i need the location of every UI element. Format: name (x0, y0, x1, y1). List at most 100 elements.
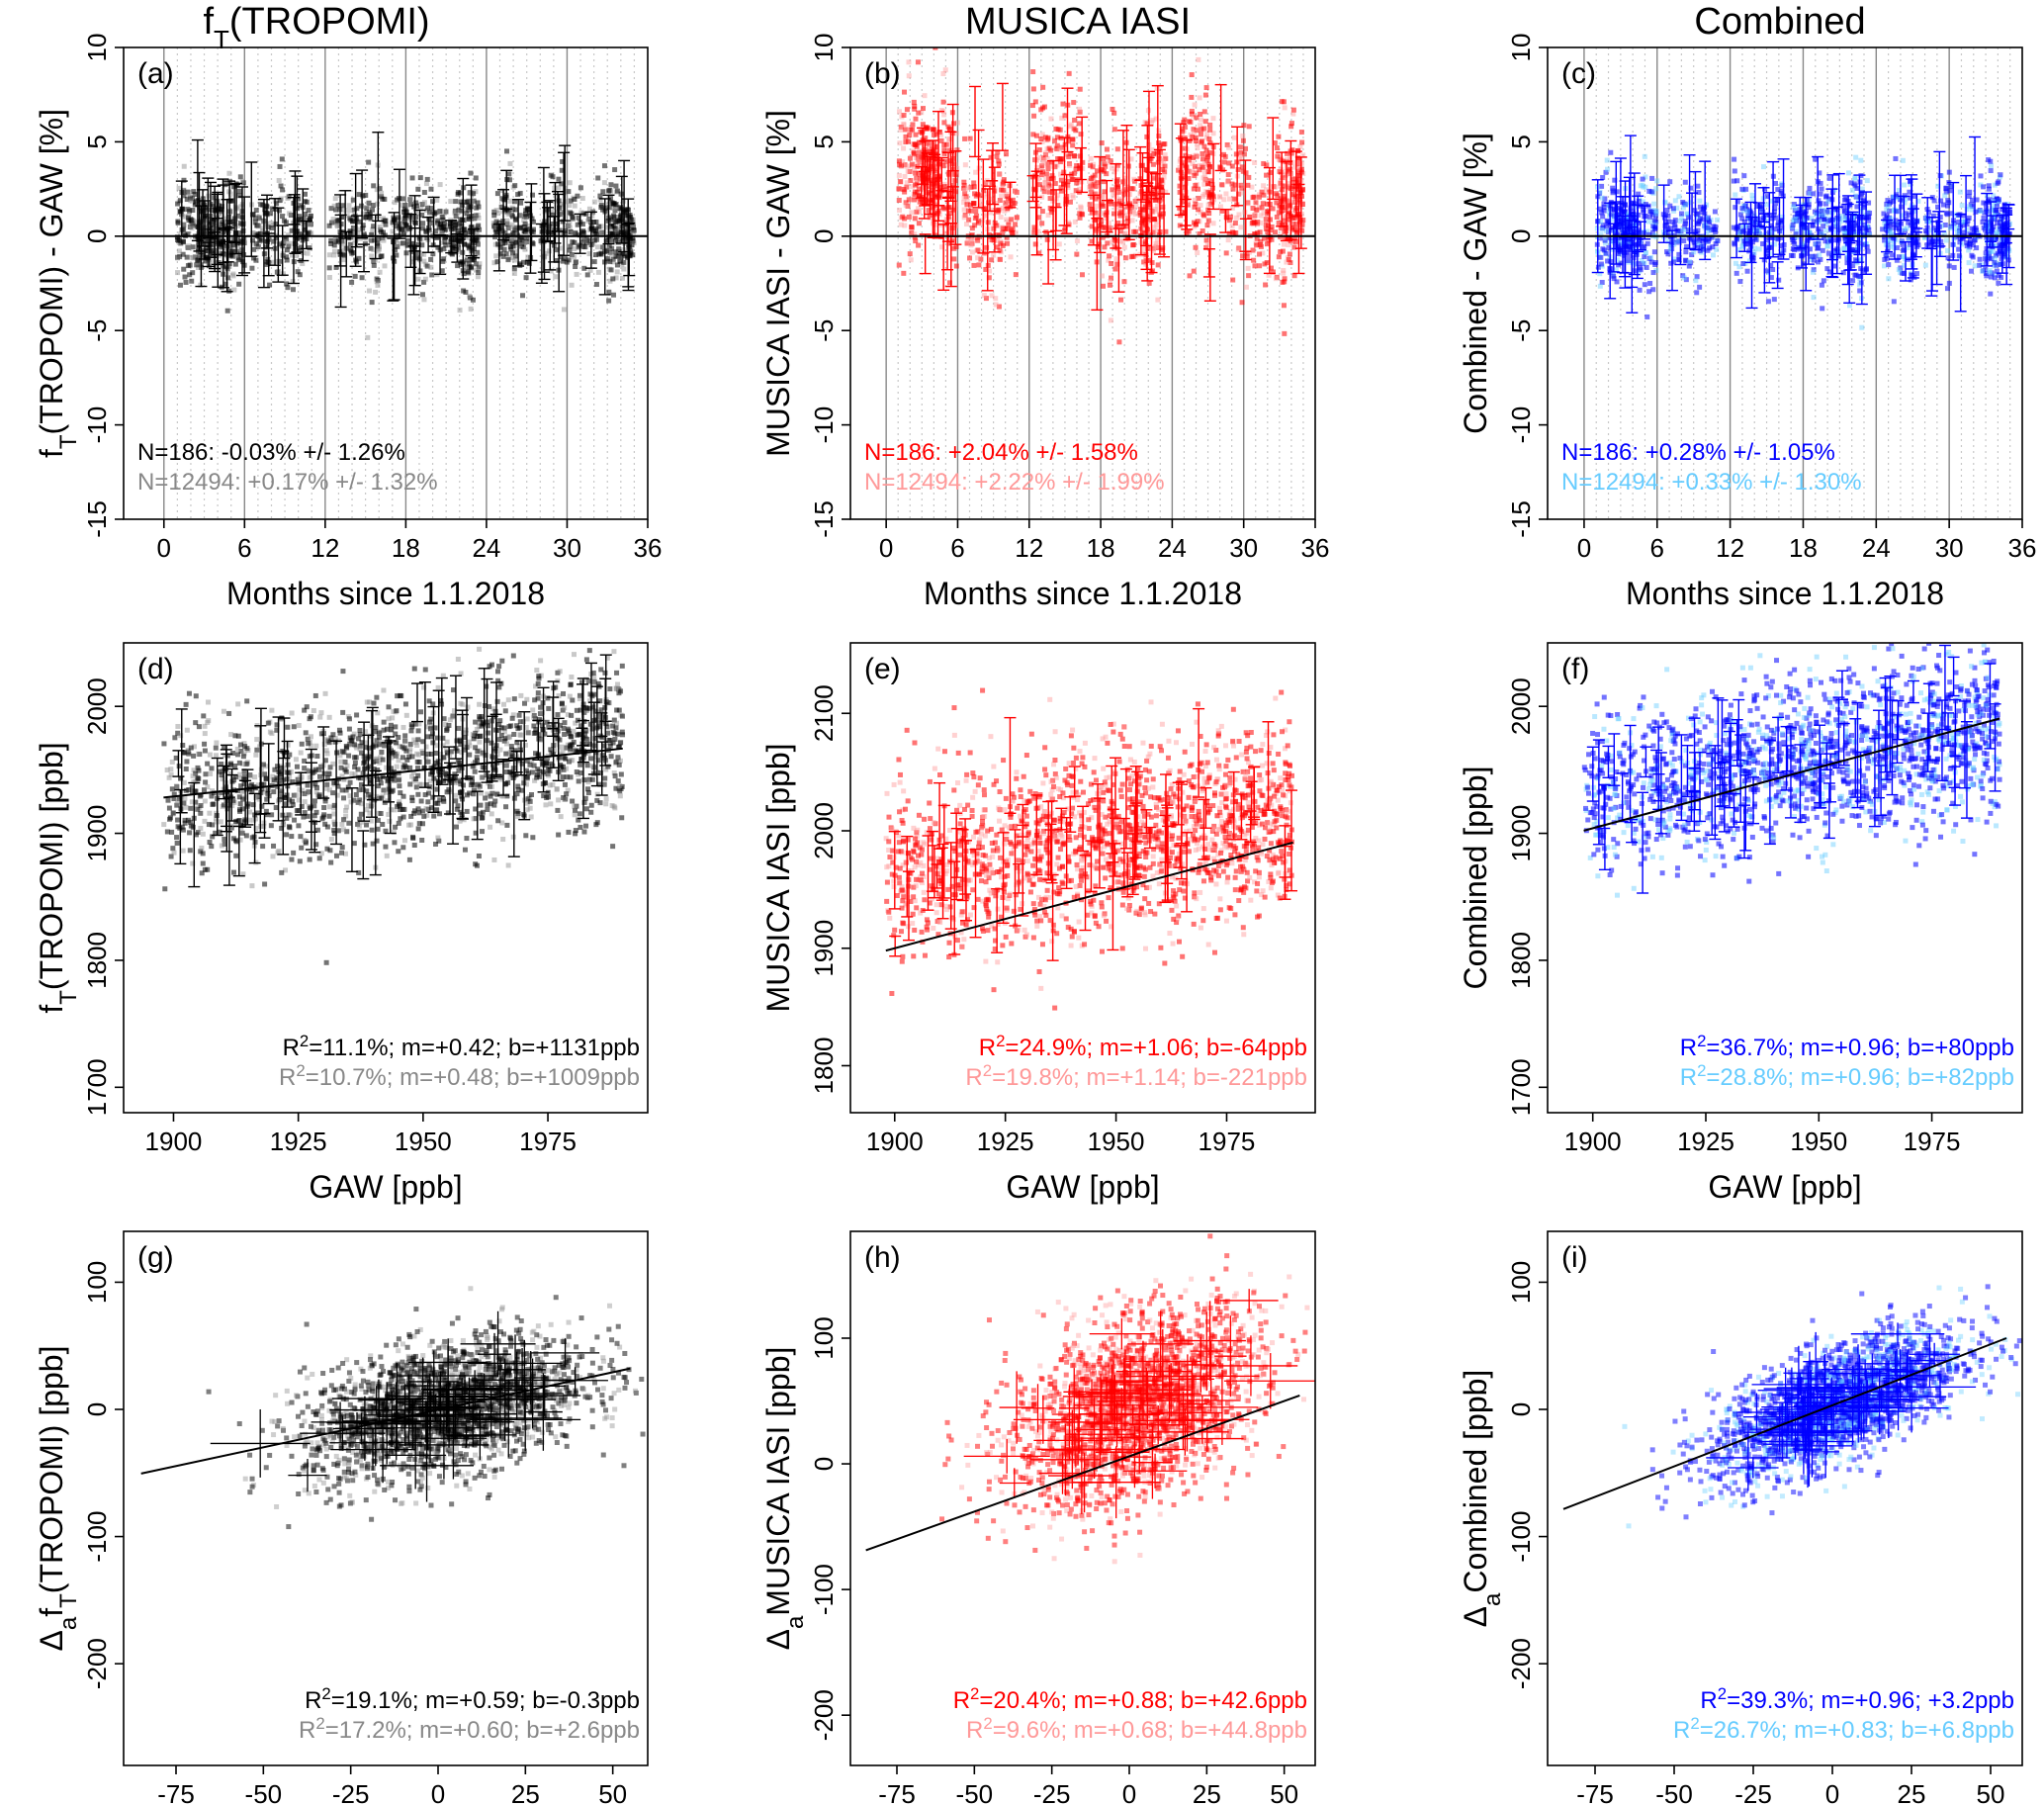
scatter-point (1183, 189, 1189, 195)
scatter-point (1695, 211, 1701, 217)
scatter-point (942, 230, 948, 236)
scatter-point (604, 256, 610, 262)
scatter-point (1281, 193, 1287, 199)
scatter-point (601, 180, 607, 186)
scatter-point (1895, 245, 1901, 251)
scatter-point (189, 278, 195, 284)
scatter-point (302, 229, 308, 235)
scatter-point (278, 183, 284, 189)
scatter-point (1193, 182, 1199, 188)
scatter-point (335, 203, 341, 209)
scatter-point (1640, 261, 1645, 267)
scatter-point (512, 183, 518, 189)
scatter-point (902, 173, 908, 179)
scatter-point (1263, 226, 1269, 231)
x-axis-label: Months since 1.1.2018 (924, 576, 1242, 611)
scatter-point (475, 200, 481, 206)
scatter-point (1288, 203, 1293, 209)
scatter-point (1125, 235, 1131, 241)
scatter-point (1141, 259, 1147, 265)
scatter-point (961, 215, 967, 221)
scatter-point (437, 182, 443, 188)
scatter-point (230, 184, 236, 190)
scatter-point (252, 220, 258, 226)
scatter-point (331, 248, 337, 254)
scatter-point (1070, 192, 1076, 198)
scatter-point (613, 275, 619, 281)
scatter-point (307, 245, 312, 251)
scatter-point (1204, 132, 1210, 137)
scatter-point (1144, 167, 1150, 173)
scatter-point (1159, 192, 1165, 198)
scatter-point (1270, 206, 1276, 212)
scatter-point (1812, 235, 1818, 241)
scatter-point (597, 229, 603, 235)
scatter-point (180, 238, 186, 244)
scatter-point (617, 258, 623, 264)
scatter-point (555, 230, 561, 236)
scatter-point (615, 239, 621, 245)
scatter-point (1070, 195, 1076, 201)
scatter-point (1951, 221, 1957, 226)
scatter-point (1272, 184, 1278, 190)
scatter-point (1163, 189, 1169, 195)
scatter-point (452, 210, 458, 216)
scatter-point (973, 209, 979, 215)
scatter-point (1130, 253, 1136, 259)
scatter-point (1603, 169, 1609, 175)
scatter-point (1074, 163, 1080, 169)
scatter-point (470, 229, 476, 235)
scatter-point (1650, 287, 1656, 293)
scatter-point (1295, 177, 1301, 183)
scatter-point (1040, 185, 1046, 191)
scatter-point (290, 279, 296, 285)
scatter-point (607, 278, 613, 284)
scatter-point (1109, 261, 1114, 267)
scatter-point (1034, 164, 1040, 170)
scatter-point (339, 241, 345, 247)
scatter-point (449, 251, 455, 257)
scatter-point (374, 187, 380, 193)
scatter-point (470, 297, 476, 303)
scatter-point (1127, 209, 1133, 215)
scatter-point (1151, 175, 1157, 181)
scatter-point (1074, 180, 1080, 186)
scatter-point (1054, 146, 1060, 152)
scatter-point (1031, 225, 1037, 230)
scatter-point (286, 194, 292, 200)
scatter-point (513, 235, 519, 241)
scatter-point (1264, 211, 1270, 217)
scatter-point (1739, 243, 1745, 249)
column-title-tropomi-f: f (203, 1, 214, 43)
scatter-point (250, 237, 256, 243)
scatter-point (350, 197, 356, 203)
scatter-point (1059, 144, 1065, 150)
scatter-point (1599, 183, 1605, 189)
scatter-point (274, 269, 280, 275)
scatter-point (1276, 134, 1282, 139)
scatter-point (309, 230, 314, 236)
scatter-point (1203, 85, 1209, 91)
scatter-point (410, 240, 416, 246)
y-axis-label-part: MUSICA IASI - GAW [%] (760, 110, 796, 457)
scatter-point (1052, 181, 1058, 187)
scatter-point (911, 194, 917, 200)
scatter-point (1206, 211, 1212, 217)
scatter-point (1885, 237, 1891, 243)
scatter-point (351, 229, 357, 235)
scatter-point (1057, 146, 1063, 152)
scatter-point (1190, 169, 1196, 175)
scatter-point (256, 223, 262, 228)
scatter-point (1159, 178, 1165, 184)
scatter-point (1252, 231, 1258, 237)
scatter-point (1067, 162, 1073, 168)
scatter-point (1264, 162, 1270, 168)
scatter-point (1181, 181, 1187, 187)
scatter-point (951, 256, 957, 262)
scatter-point (402, 227, 408, 233)
scatter-point (360, 205, 366, 211)
scatter-point (396, 215, 401, 221)
scatter-point (1832, 247, 1838, 253)
scatter-point (989, 237, 995, 243)
scatter-point (1994, 230, 2000, 236)
